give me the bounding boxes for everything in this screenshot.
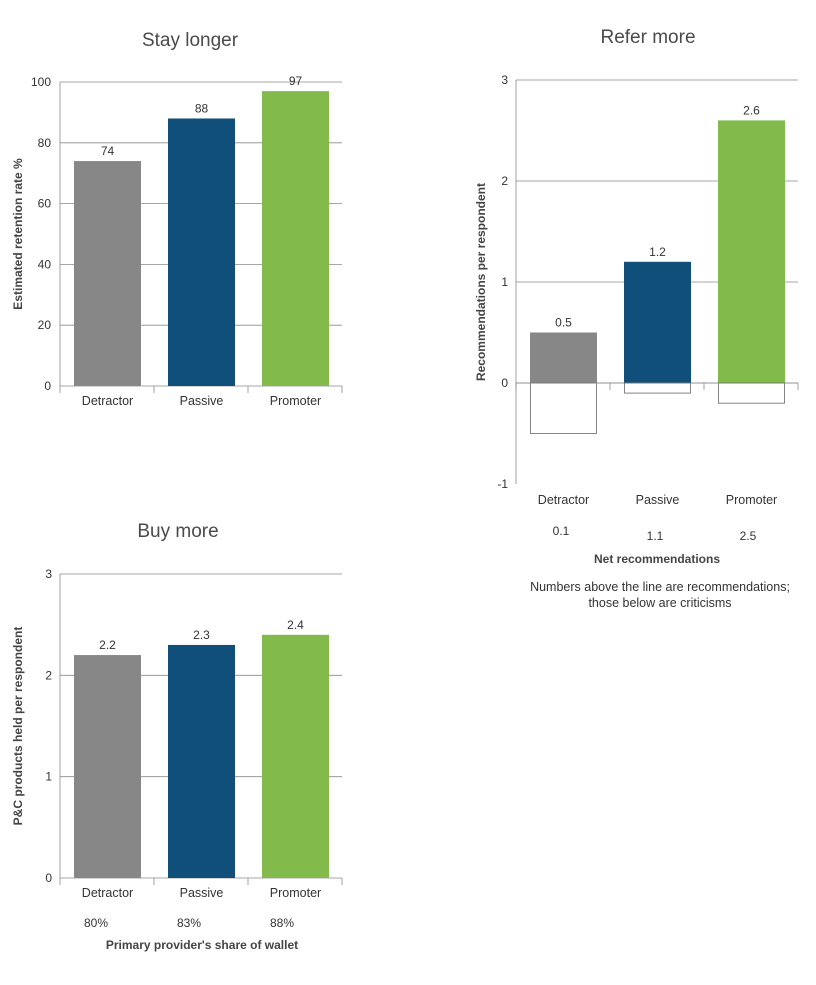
net-recommendation-value: 2.5: [740, 529, 757, 543]
criticism-bar: [718, 382, 785, 404]
share-of-wallet-value: 88%: [270, 916, 294, 930]
x-category-label: Passive: [180, 886, 224, 900]
x-axis-label: Net recommendations: [594, 552, 720, 566]
y-tick-label: 20: [38, 318, 52, 332]
data-label: 2.6: [743, 103, 760, 117]
x-category-label: Promoter: [270, 886, 321, 900]
chart-title: Buy more: [137, 521, 218, 542]
data-label: 2.4: [287, 618, 304, 632]
y-tick-label: 40: [38, 257, 52, 271]
y-axis-label: Recommendations per respondent: [474, 183, 488, 381]
x-category-label: Detractor: [538, 493, 589, 507]
net-recommendation-value: 0.1: [553, 524, 570, 538]
y-axis-label: P&C products held per respondent: [11, 627, 25, 826]
bar-promoter: [262, 91, 329, 387]
y-tick-label: 80: [38, 136, 52, 150]
bar-passive: [624, 261, 691, 383]
y-tick-label: 0: [44, 379, 51, 393]
data-label: 88: [195, 101, 209, 115]
y-tick-label: 100: [31, 75, 51, 89]
y-tick-label: 1: [45, 770, 52, 784]
x-category-label: Detractor: [82, 886, 133, 900]
y-tick-label: 1: [501, 275, 508, 289]
bar-detractor: [74, 655, 141, 878]
chart-title: Refer more: [600, 27, 695, 48]
data-label: 1.2: [649, 245, 666, 259]
criticism-bar: [624, 382, 691, 394]
share-of-wallet-value: 83%: [177, 916, 201, 930]
x-category-label: Passive: [180, 394, 224, 408]
y-tick-label: 2: [501, 174, 508, 188]
x-axis-label: Primary provider's share of wallet: [106, 938, 298, 952]
y-tick-label: 3: [501, 73, 508, 87]
data-label: 0.5: [555, 316, 572, 330]
bar-passive: [168, 118, 235, 386]
data-label: 2.2: [99, 638, 116, 652]
bar-detractor: [74, 161, 141, 386]
net-recommendation-value: 1.1: [647, 529, 664, 543]
bar-promoter: [262, 634, 329, 878]
bar-passive: [168, 644, 235, 878]
y-tick-label: -1: [497, 477, 508, 491]
y-tick-label: 0: [45, 871, 52, 885]
data-label: 2.3: [193, 628, 210, 642]
y-tick-label: 3: [45, 567, 52, 581]
x-category-label: Detractor: [82, 394, 133, 408]
bar-detractor: [530, 332, 597, 383]
y-tick-label: 60: [38, 197, 52, 211]
bar-promoter: [718, 120, 785, 384]
data-label: 74: [101, 144, 115, 158]
x-category-label: Promoter: [270, 394, 321, 408]
x-category-label: Promoter: [726, 493, 777, 507]
data-label: 97: [289, 74, 303, 88]
y-tick-label: 0: [501, 376, 508, 390]
share-of-wallet-value: 80%: [84, 916, 108, 930]
chart-title: Stay longer: [142, 30, 239, 51]
y-tick-label: 2: [45, 668, 52, 682]
y-axis-label: Estimated retention rate %: [11, 158, 25, 310]
chart-note: those below are criticisms: [588, 596, 731, 610]
chart-note: Numbers above the line are recommendatio…: [530, 580, 790, 594]
x-category-label: Passive: [636, 493, 680, 507]
criticism-bar: [530, 382, 597, 434]
